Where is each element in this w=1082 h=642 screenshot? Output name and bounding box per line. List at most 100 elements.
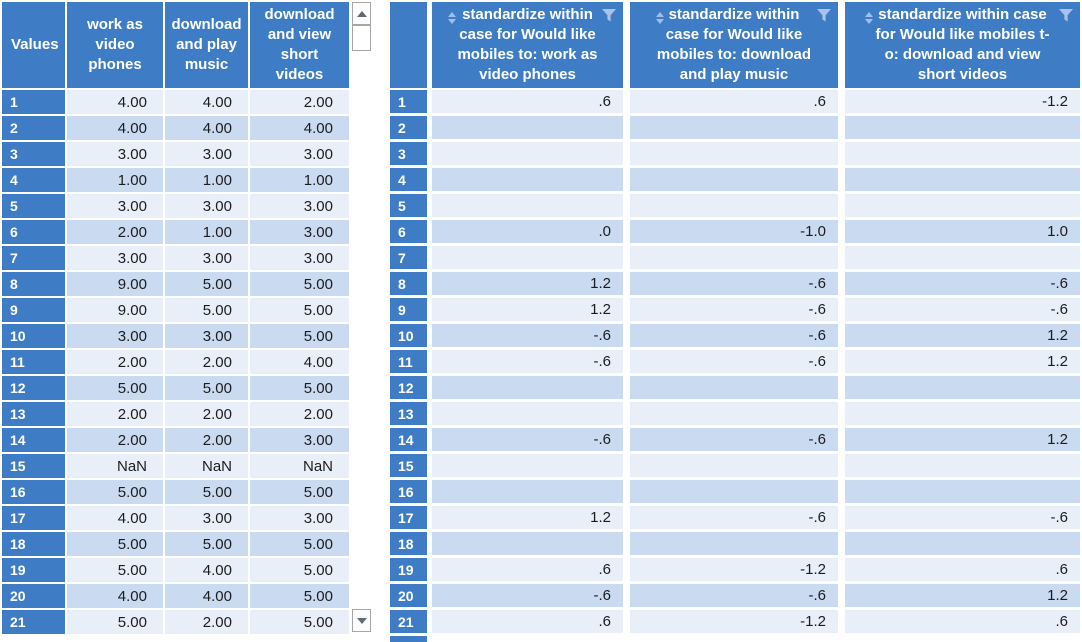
data-cell[interactable]: 1.2 bbox=[432, 272, 623, 295]
data-cell[interactable]: 3.00 bbox=[250, 246, 349, 270]
data-cell[interactable]: 5.00 bbox=[250, 610, 349, 634]
row-number-cell[interactable]: 5 bbox=[2, 194, 65, 218]
data-cell[interactable]: 1.2 bbox=[845, 428, 1080, 451]
data-cell[interactable]: .6 bbox=[630, 90, 838, 113]
data-cell[interactable]: -.6 bbox=[630, 350, 838, 373]
data-cell[interactable] bbox=[845, 116, 1080, 139]
data-cell[interactable] bbox=[432, 194, 623, 217]
data-cell[interactable]: 9.00 bbox=[67, 298, 163, 322]
data-cell[interactable]: 1.2 bbox=[845, 350, 1080, 373]
data-cell[interactable]: -.6 bbox=[630, 428, 838, 451]
row-number-cell[interactable]: 15 bbox=[390, 454, 427, 477]
data-cell[interactable]: 3.00 bbox=[67, 324, 163, 348]
data-cell[interactable]: 3.00 bbox=[250, 194, 349, 218]
data-cell[interactable] bbox=[845, 402, 1080, 425]
data-cell[interactable]: 2.00 bbox=[165, 350, 248, 374]
data-cell[interactable]: 4.00 bbox=[165, 584, 248, 608]
data-cell[interactable]: 4.00 bbox=[67, 90, 163, 114]
data-cell[interactable]: 3.00 bbox=[165, 246, 248, 270]
sort-icon[interactable] bbox=[865, 12, 873, 24]
data-cell[interactable]: 4.00 bbox=[250, 350, 349, 374]
data-cell[interactable]: NaN bbox=[250, 454, 349, 478]
data-cell[interactable]: 3.00 bbox=[250, 428, 349, 452]
column-header-standardize-download-and-play-music[interactable]: standardize within case for Would like m… bbox=[630, 2, 838, 88]
row-number-cell[interactable] bbox=[390, 636, 427, 642]
data-cell[interactable]: 3.00 bbox=[165, 142, 248, 166]
data-cell[interactable]: 2.00 bbox=[250, 402, 349, 426]
row-number-cell[interactable]: 2 bbox=[390, 116, 427, 139]
data-cell[interactable] bbox=[432, 532, 623, 555]
data-cell[interactable]: 2.00 bbox=[67, 220, 163, 244]
data-cell[interactable]: 4.00 bbox=[67, 116, 163, 140]
row-number-cell[interactable]: 12 bbox=[2, 376, 65, 400]
data-cell[interactable]: 2.00 bbox=[250, 90, 349, 114]
data-cell[interactable] bbox=[630, 142, 838, 165]
data-cell[interactable] bbox=[630, 116, 838, 139]
data-cell[interactable]: 4.00 bbox=[67, 506, 163, 530]
row-number-cell[interactable]: 13 bbox=[2, 402, 65, 426]
data-cell[interactable]: 1.2 bbox=[845, 324, 1080, 347]
data-cell[interactable] bbox=[432, 376, 623, 399]
data-cell[interactable]: 3.00 bbox=[165, 194, 248, 218]
row-number-cell[interactable]: 7 bbox=[390, 246, 427, 269]
data-cell[interactable]: -.6 bbox=[432, 584, 623, 607]
data-cell[interactable]: .6 bbox=[432, 610, 623, 633]
data-cell[interactable]: 5.00 bbox=[165, 480, 248, 504]
row-number-cell[interactable]: 18 bbox=[2, 532, 65, 556]
sort-icon[interactable] bbox=[656, 12, 664, 24]
column-header-standardize-download-and-view-short-videos[interactable]: standardize within case for Would like m… bbox=[845, 2, 1080, 88]
row-number-cell[interactable]: 17 bbox=[390, 506, 427, 529]
row-number-cell[interactable]: 10 bbox=[2, 324, 65, 348]
data-cell[interactable]: 5.00 bbox=[165, 376, 248, 400]
data-cell[interactable]: 5.00 bbox=[67, 480, 163, 504]
data-cell[interactable]: 3.00 bbox=[250, 506, 349, 530]
data-cell[interactable]: -1.2 bbox=[845, 90, 1080, 113]
row-number-cell[interactable]: 8 bbox=[2, 272, 65, 296]
row-number-cell[interactable]: 2 bbox=[2, 116, 65, 140]
data-cell[interactable]: 9.00 bbox=[67, 272, 163, 296]
data-cell[interactable] bbox=[432, 168, 623, 191]
data-cell[interactable]: -.6 bbox=[630, 298, 838, 321]
data-cell[interactable]: 3.00 bbox=[67, 246, 163, 270]
data-cell[interactable]: 1.0 bbox=[845, 220, 1080, 243]
data-cell[interactable] bbox=[630, 454, 838, 477]
data-cell[interactable] bbox=[845, 142, 1080, 165]
data-cell[interactable]: -1.2 bbox=[630, 610, 838, 633]
row-number-cell[interactable]: 16 bbox=[390, 480, 427, 503]
data-cell[interactable] bbox=[845, 532, 1080, 555]
data-cell[interactable] bbox=[432, 142, 623, 165]
data-cell[interactable] bbox=[630, 246, 838, 269]
row-number-cell[interactable]: 4 bbox=[390, 168, 427, 191]
row-number-cell[interactable]: 1 bbox=[2, 90, 65, 114]
scroll-down-button[interactable] bbox=[352, 609, 371, 632]
row-number-cell[interactable]: 17 bbox=[2, 506, 65, 530]
row-number-cell[interactable]: 11 bbox=[390, 350, 427, 373]
vertical-scrollbar[interactable] bbox=[352, 2, 372, 632]
column-header-values[interactable]: Values bbox=[2, 2, 65, 88]
column-header-download-and-view-short-videos[interactable]: download and view short videos bbox=[250, 2, 349, 88]
data-cell[interactable] bbox=[845, 246, 1080, 269]
row-number-cell[interactable]: 5 bbox=[390, 194, 427, 217]
data-cell[interactable]: 2.00 bbox=[67, 402, 163, 426]
data-cell[interactable]: 5.00 bbox=[67, 558, 163, 582]
data-cell[interactable]: -.6 bbox=[432, 428, 623, 451]
data-cell[interactable]: 1.00 bbox=[165, 168, 248, 192]
data-cell[interactable]: 5.00 bbox=[250, 558, 349, 582]
data-cell[interactable]: 5.00 bbox=[250, 298, 349, 322]
row-number-cell[interactable]: 6 bbox=[390, 220, 427, 243]
row-number-cell[interactable]: 16 bbox=[2, 480, 65, 504]
data-cell[interactable]: -.6 bbox=[630, 272, 838, 295]
row-number-cell[interactable]: 6 bbox=[2, 220, 65, 244]
row-number-cell[interactable]: 3 bbox=[390, 142, 427, 165]
row-number-cell[interactable]: 14 bbox=[2, 428, 65, 452]
column-header-download-and-play-music[interactable]: download and play music bbox=[165, 2, 248, 88]
row-number-cell[interactable]: 13 bbox=[390, 402, 427, 425]
data-cell[interactable]: -.6 bbox=[845, 506, 1080, 529]
data-cell[interactable]: -.6 bbox=[630, 506, 838, 529]
data-cell[interactable]: 2.00 bbox=[165, 402, 248, 426]
row-number-cell[interactable]: 14 bbox=[390, 428, 427, 451]
data-cell[interactable]: 1.00 bbox=[165, 220, 248, 244]
row-number-cell[interactable]: 18 bbox=[390, 532, 427, 555]
row-number-cell[interactable]: 20 bbox=[390, 584, 427, 607]
row-number-cell[interactable]: 9 bbox=[390, 298, 427, 321]
